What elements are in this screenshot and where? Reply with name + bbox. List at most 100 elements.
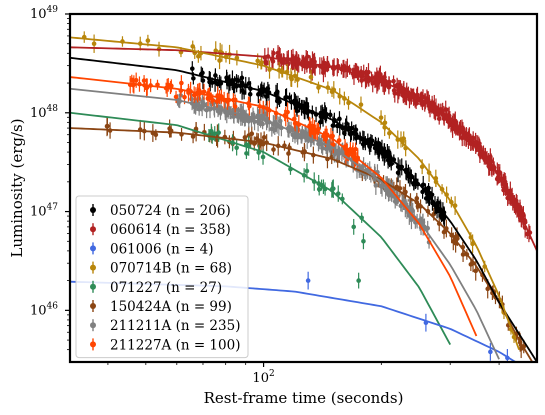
data-point <box>325 61 330 67</box>
data-point <box>209 128 214 134</box>
data-point <box>173 94 179 100</box>
data-point <box>191 76 196 81</box>
data-point <box>179 80 184 86</box>
series-curve-3 <box>70 36 520 350</box>
data-point <box>460 252 466 257</box>
data-point <box>304 131 310 137</box>
legend-entry-label: 060614 (n = 358) <box>110 222 231 238</box>
data-point <box>403 93 409 99</box>
data-point <box>373 183 379 188</box>
y-axis-label: Luminosity (erg/s) <box>8 118 26 257</box>
data-point <box>284 95 289 100</box>
legend-entry-label: 071227 (n = 27) <box>110 280 222 296</box>
data-point <box>238 108 243 113</box>
data-point <box>374 83 380 88</box>
data-point <box>308 74 314 80</box>
data-point <box>441 229 447 235</box>
data-point <box>330 142 336 147</box>
data-point <box>247 91 253 97</box>
data-point <box>281 60 286 66</box>
data-point <box>470 135 476 141</box>
data-point <box>275 50 281 56</box>
data-point <box>256 92 261 97</box>
data-point <box>378 115 384 120</box>
data-point <box>356 278 361 283</box>
data-point <box>190 44 196 49</box>
data-point <box>353 127 359 133</box>
y-tick-label: 1049 <box>30 5 58 22</box>
data-point <box>461 134 467 140</box>
data-point <box>133 77 139 83</box>
data-point <box>145 38 151 43</box>
data-point <box>307 63 313 69</box>
data-point <box>196 54 201 59</box>
data-point <box>395 91 401 96</box>
data-point <box>232 104 238 109</box>
y-tick-label: 1048 <box>30 104 58 121</box>
data-point <box>420 182 426 188</box>
legend-marker <box>90 322 96 329</box>
legend-entry-label: 050724 (n = 206) <box>110 203 231 219</box>
data-point <box>427 107 433 112</box>
data-point <box>286 151 291 156</box>
legend-entry-label: 061006 (n = 4) <box>110 241 214 257</box>
legend-marker <box>90 283 96 290</box>
data-point <box>358 102 364 107</box>
data-point <box>271 147 276 152</box>
data-point <box>213 48 219 53</box>
data-point <box>305 54 310 59</box>
x-axis-label: Rest-frame time (seconds) <box>204 389 404 407</box>
data-point <box>364 78 369 84</box>
data-point <box>182 94 187 100</box>
data-point <box>105 123 110 129</box>
legend: 050724 (n = 206) 060614 (n = 358) 061006 (… <box>75 195 249 359</box>
data-point <box>323 146 329 152</box>
legend-marker <box>90 303 96 309</box>
data-point <box>298 135 304 140</box>
legend-marker <box>90 264 96 271</box>
data-point <box>153 132 159 138</box>
data-point <box>336 138 342 143</box>
y-tick-label: 1047 <box>30 203 58 220</box>
data-point <box>382 74 387 80</box>
data-point <box>346 152 351 158</box>
data-point <box>359 78 365 83</box>
data-point <box>395 170 401 176</box>
data-point <box>239 88 245 93</box>
data-point <box>488 349 493 355</box>
data-point <box>351 73 357 79</box>
data-point <box>244 151 249 156</box>
series-curve-5 <box>70 127 534 362</box>
data-point <box>242 135 248 140</box>
data-point <box>294 108 300 114</box>
data-point <box>401 136 407 141</box>
data-point <box>239 75 245 81</box>
data-point <box>348 146 353 152</box>
data-point <box>260 154 266 160</box>
data-point <box>379 184 385 190</box>
data-point <box>205 95 211 101</box>
data-point <box>327 112 333 118</box>
data-point <box>412 98 418 103</box>
legend-entry-label: 211227A (n = 100) <box>110 337 240 353</box>
data-point <box>320 145 325 151</box>
data-point <box>420 94 426 100</box>
legend-entry-label: 070714B (n = 68) <box>110 261 232 277</box>
legend-marker <box>90 226 96 233</box>
data-point <box>214 99 220 104</box>
data-point <box>230 77 235 83</box>
data-point <box>391 78 396 84</box>
series-curve-1 <box>70 46 537 252</box>
data-point <box>261 135 267 140</box>
series-points-2 <box>305 271 510 362</box>
y-tick-label: 1046 <box>30 301 58 318</box>
data-point <box>255 58 260 64</box>
data-point <box>212 131 218 137</box>
data-point <box>189 96 194 102</box>
data-point <box>351 224 357 230</box>
data-point <box>254 136 260 141</box>
plot-frame <box>68 12 539 364</box>
series-curve-6 <box>70 87 500 360</box>
data-point <box>322 67 328 73</box>
